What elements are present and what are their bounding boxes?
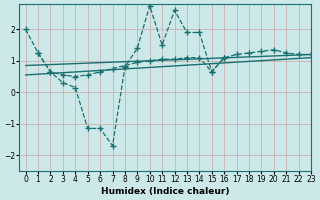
X-axis label: Humidex (Indice chaleur): Humidex (Indice chaleur) xyxy=(101,187,229,196)
